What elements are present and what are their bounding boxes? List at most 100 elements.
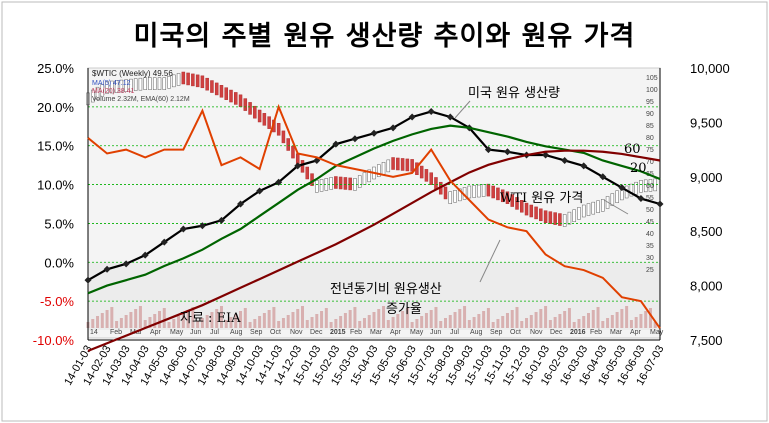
inset-price-candle (291, 145, 295, 159)
production-point (408, 113, 416, 121)
inset-tick-label: 40 (646, 231, 654, 238)
label-wti: WTI 원유 가격 (500, 191, 583, 206)
inset-price-candle (543, 210, 548, 223)
inset-price-candle (548, 211, 553, 224)
inset-volume-bar (505, 313, 509, 328)
inset-volume-bar (296, 309, 300, 328)
inset-price-candle (634, 181, 638, 195)
inset-volume-bar (467, 320, 471, 328)
production-point (389, 124, 397, 132)
inset-month-label: Sep (250, 329, 263, 336)
inset-price-candle (286, 138, 290, 151)
inset-month-label: May (410, 329, 424, 336)
left-tick-label: 10.0% (37, 178, 74, 193)
inset-volume-bar (229, 317, 233, 328)
inset-volume-bar (463, 306, 467, 328)
inset-volume-bar (472, 317, 476, 328)
inset-volume-bar (620, 309, 624, 328)
production-point (561, 156, 569, 164)
inset-volume-bar (329, 322, 333, 328)
inset-volume-bar (401, 311, 405, 328)
inset-volume-bar (362, 318, 366, 328)
inset-volume-bar (448, 315, 452, 328)
inset-volume-bar (639, 314, 643, 328)
inset-volume-bar (405, 308, 409, 328)
production-point (237, 200, 245, 208)
inset-volume-bar (258, 316, 262, 328)
inset-price-candle (181, 71, 186, 85)
label-yoy-line2: 증가율 (386, 302, 422, 317)
inset-volume-bar (320, 311, 324, 328)
inset-price-candle (253, 105, 257, 119)
inset-month-label: Aug (230, 329, 243, 336)
inset-price-candle (581, 204, 586, 218)
inset-price-candle (257, 109, 262, 123)
inset-volume-bar (525, 318, 529, 328)
inset-volume-bar (224, 320, 228, 328)
inset-volume-bar (501, 316, 505, 328)
inset-price-candle (229, 89, 233, 103)
inset-volume-bar (396, 314, 400, 328)
label-source: 자료 : EIA (180, 311, 241, 326)
inset-volume-bar (324, 308, 328, 328)
inset-price-candle (143, 77, 147, 90)
inset-price-candle (520, 200, 524, 213)
inset-price-candle (486, 183, 491, 197)
right-tick-label: 8,000 (690, 279, 723, 294)
inset-volume-bar (615, 312, 619, 328)
inset-price-candle (639, 180, 643, 193)
inset-price-candle (224, 87, 228, 100)
inset-tick-label: 100 (646, 87, 658, 94)
inset-price-candle (95, 86, 100, 100)
production-point (160, 238, 168, 246)
inset-tick-label: 55 (646, 195, 654, 202)
right-tick-label: 9,000 (690, 170, 723, 185)
inset-volume-bar (239, 311, 243, 328)
inset-price-candle (214, 82, 219, 96)
inset-tick-label: 80 (646, 135, 654, 142)
inset-price-candle (467, 185, 472, 199)
inset-volume-bar (382, 306, 386, 328)
inset-price-candle (448, 191, 453, 204)
inset-price-candle (500, 189, 505, 203)
inset-price-candle (443, 186, 448, 200)
series-line (87, 103, 661, 329)
inset-month-label: May (170, 329, 184, 336)
inset-volume-bar (601, 321, 605, 328)
inset-price-candle (238, 94, 243, 108)
inset-price-candle (648, 179, 653, 192)
inset-price-candle (381, 162, 386, 175)
inset-volume-bar (253, 319, 257, 328)
left-axis-ticks: 25.0% 20.0% 15.0% 10.0% 5.0% 0.0% -5.0% -10.0% (33, 61, 75, 348)
left-tick-label: 25.0% (37, 61, 74, 76)
inset-tick-label: 75 (646, 147, 654, 154)
inset-volume-bar (520, 321, 524, 328)
inset-price-candle (119, 79, 124, 93)
right-tick-label: 7,500 (690, 333, 723, 348)
inset-volume-bar (596, 307, 600, 328)
inset-volume-bar (162, 308, 166, 328)
inset-price-candle (367, 169, 371, 183)
inset-volume-bar (553, 317, 557, 328)
inset-price-candle (167, 76, 171, 89)
inset-price-candle (496, 187, 500, 201)
production-point (542, 151, 550, 159)
inset-volume-bar (172, 319, 176, 328)
inset-volume-bar (186, 310, 190, 328)
left-tick-label: 5.0% (44, 216, 74, 231)
inset-volume-bar (529, 315, 533, 328)
inset-volume-bar (429, 310, 433, 328)
series-lines (84, 103, 664, 352)
inset-volume-bar (262, 313, 266, 328)
inset-price-candle (424, 169, 429, 182)
inset-tick-label: 30 (646, 255, 654, 262)
inset-price-candle (477, 184, 481, 198)
inset-volume-bar (410, 322, 414, 328)
production-point (294, 162, 302, 170)
inset-volume-bar (134, 309, 138, 328)
inset-price-candle (472, 185, 476, 198)
inset-volume-bar (124, 315, 128, 328)
